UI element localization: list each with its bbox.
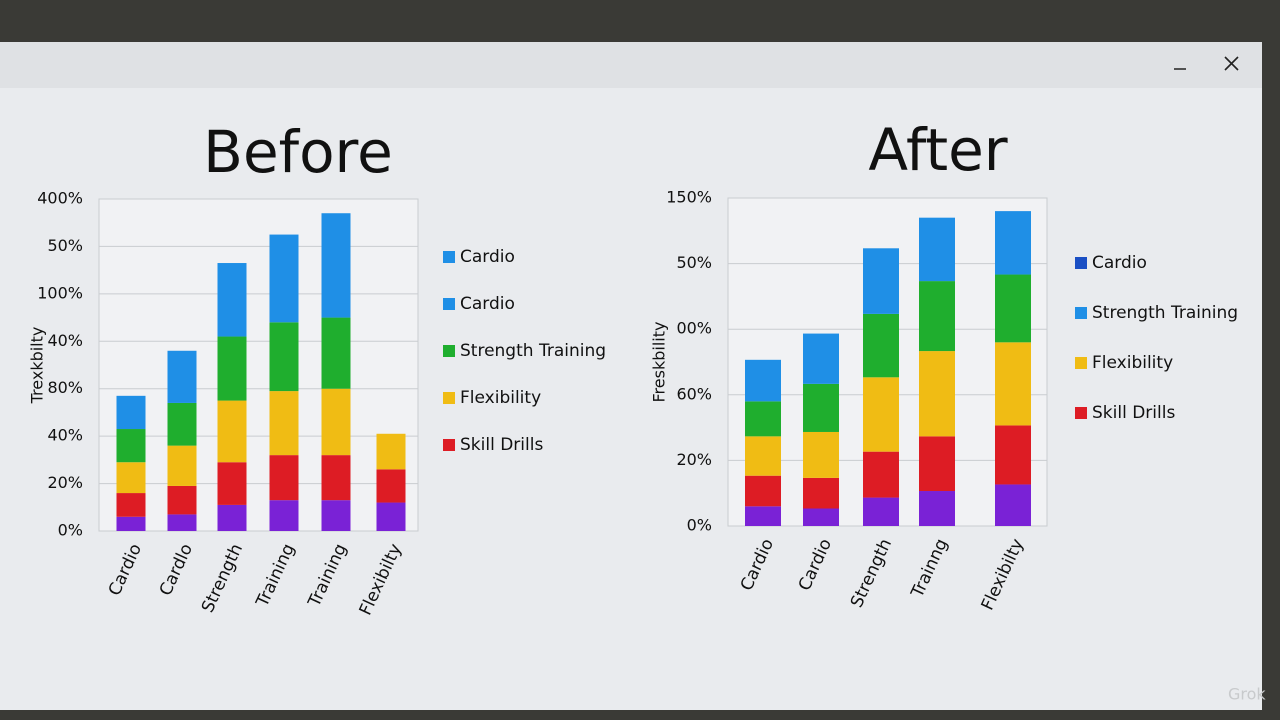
bar-segment bbox=[269, 234, 299, 323]
bar-segment bbox=[321, 388, 351, 456]
bar-segment bbox=[863, 248, 899, 314]
bar-segment bbox=[321, 455, 351, 501]
bar-segment bbox=[919, 351, 955, 437]
bar-segment bbox=[167, 485, 197, 515]
bar-segment bbox=[321, 317, 351, 389]
bar-segment bbox=[803, 477, 839, 509]
bar-segment bbox=[217, 336, 247, 401]
y-tick-label: 150% bbox=[666, 188, 712, 207]
legend-swatch bbox=[443, 345, 455, 357]
bar-segment bbox=[995, 425, 1031, 485]
bar-segment bbox=[321, 213, 351, 318]
y-tick-label: 80% bbox=[47, 378, 83, 397]
y-tick-label: 400% bbox=[37, 189, 83, 208]
bar-segment bbox=[745, 401, 781, 437]
legend-swatch bbox=[1075, 257, 1087, 269]
bar-segment bbox=[217, 400, 247, 463]
bar-segment bbox=[167, 445, 197, 486]
plot-area bbox=[98, 198, 419, 532]
y-tick-label: 40% bbox=[47, 331, 83, 350]
legend-swatch bbox=[1075, 357, 1087, 369]
legend-label: Skill Drills bbox=[460, 435, 543, 455]
y-tick-label: 20% bbox=[47, 473, 83, 492]
legend-label: Cardio bbox=[1092, 253, 1147, 273]
legend-label: Flexibility bbox=[460, 388, 541, 408]
bar-segment bbox=[376, 433, 406, 470]
bar-segment bbox=[803, 383, 839, 432]
legend-label: Flexibility bbox=[1092, 353, 1173, 373]
bar-segment bbox=[116, 493, 146, 517]
bar-segment bbox=[995, 342, 1031, 426]
bar-segment bbox=[863, 451, 899, 498]
chart-title: After bbox=[868, 116, 1007, 184]
bar-segment bbox=[269, 455, 299, 501]
bar-segment bbox=[376, 469, 406, 503]
close-button[interactable] bbox=[1224, 56, 1239, 71]
legend-swatch bbox=[443, 392, 455, 404]
legend-label: Cardio bbox=[460, 294, 515, 314]
bar-segment bbox=[863, 313, 899, 378]
bar-segment bbox=[803, 508, 839, 526]
bar-segment bbox=[116, 395, 146, 430]
bar-segment bbox=[167, 350, 197, 403]
bar-segment bbox=[217, 263, 247, 337]
bar-segment bbox=[116, 462, 146, 494]
legend-swatch bbox=[443, 439, 455, 451]
bar-segment bbox=[116, 516, 146, 531]
legend-swatch bbox=[443, 298, 455, 310]
y-tick-label: 60% bbox=[676, 384, 712, 403]
legend-swatch bbox=[1075, 307, 1087, 319]
bar-segment bbox=[167, 514, 197, 531]
bar-segment bbox=[217, 504, 247, 531]
y-tick-label: 50% bbox=[47, 236, 83, 255]
y-tick-label: 50% bbox=[676, 253, 712, 272]
y-axis-label: Freskbility bbox=[650, 322, 669, 403]
bar-segment bbox=[919, 281, 955, 352]
legend-label: Strength Training bbox=[460, 341, 606, 361]
bar-segment bbox=[745, 359, 781, 402]
bar-segment bbox=[269, 322, 299, 392]
y-tick-label: 0% bbox=[687, 516, 712, 535]
bar-segment bbox=[863, 497, 899, 526]
title-bar bbox=[0, 42, 1262, 88]
bar-segment bbox=[803, 431, 839, 478]
bar-segment bbox=[803, 333, 839, 384]
y-tick-label: 0% bbox=[58, 521, 83, 540]
bar-segment bbox=[217, 462, 247, 505]
bar-segment bbox=[919, 491, 955, 526]
bar-segment bbox=[321, 500, 351, 531]
legend-label: Skill Drills bbox=[1092, 403, 1175, 423]
bar-segment bbox=[167, 402, 197, 446]
y-tick-label: 100% bbox=[37, 283, 83, 302]
bar-segment bbox=[919, 436, 955, 492]
bar-segment bbox=[376, 502, 406, 531]
legend-swatch bbox=[1075, 407, 1087, 419]
legend-label: Strength Training bbox=[1092, 303, 1238, 323]
bar-segment bbox=[745, 506, 781, 526]
bar-segment bbox=[269, 391, 299, 456]
bar-segment bbox=[995, 484, 1031, 526]
bar-segment bbox=[745, 475, 781, 507]
y-tick-label: 00% bbox=[676, 319, 712, 338]
bar-segment bbox=[863, 377, 899, 452]
bar-segment bbox=[269, 500, 299, 531]
bar-segment bbox=[995, 211, 1031, 275]
y-tick-label: 40% bbox=[47, 426, 83, 445]
chart-title: Before bbox=[203, 118, 393, 186]
y-axis-label: Trexkbilty bbox=[28, 327, 47, 405]
bar-segment bbox=[745, 436, 781, 476]
bar-segment bbox=[919, 217, 955, 282]
legend-swatch bbox=[443, 251, 455, 263]
watermark: Grok bbox=[1228, 685, 1266, 704]
legend-label: Cardio bbox=[460, 247, 515, 267]
bar-segment bbox=[116, 429, 146, 463]
y-tick-label: 20% bbox=[676, 450, 712, 469]
bar-segment bbox=[995, 274, 1031, 343]
